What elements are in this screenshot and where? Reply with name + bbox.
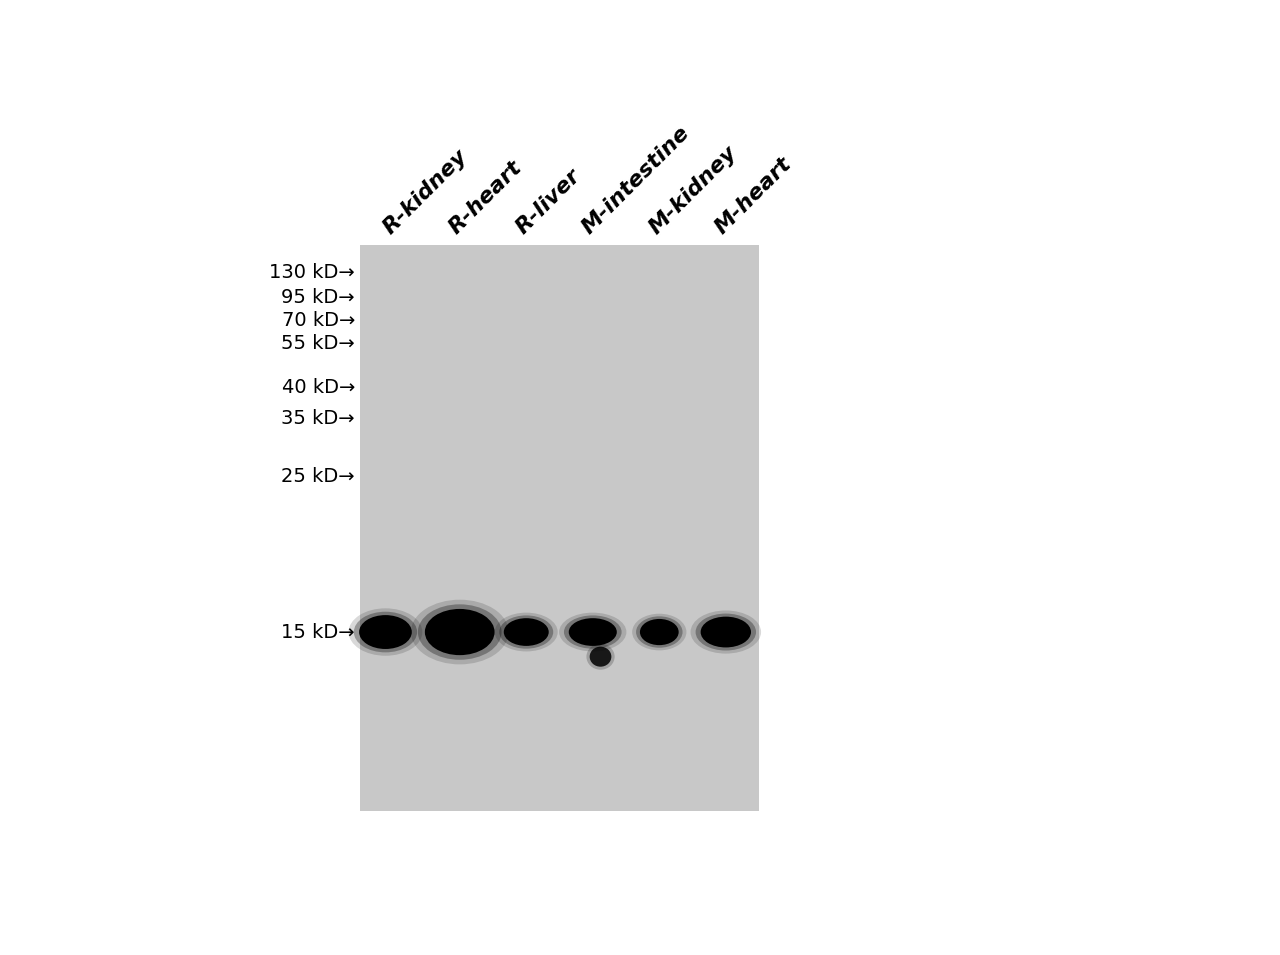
Ellipse shape — [504, 618, 549, 646]
Ellipse shape — [640, 619, 678, 646]
Ellipse shape — [348, 608, 422, 656]
Bar — [360, 245, 759, 812]
Text: R-kidney: R-kidney — [379, 146, 471, 238]
Ellipse shape — [568, 618, 617, 646]
Text: 25 kD→: 25 kD→ — [282, 467, 355, 486]
Ellipse shape — [690, 610, 762, 653]
Ellipse shape — [700, 617, 751, 647]
Text: M-kidney: M-kidney — [645, 142, 741, 238]
Ellipse shape — [636, 616, 682, 647]
Ellipse shape — [695, 613, 756, 650]
Text: 95 kD→: 95 kD→ — [282, 288, 355, 308]
Text: M-intestine: M-intestine — [579, 123, 694, 238]
Ellipse shape — [632, 614, 686, 650]
Text: R-heart: R-heart — [445, 158, 526, 238]
Text: R-liver: R-liver — [512, 166, 585, 238]
Text: 40 kD→: 40 kD→ — [282, 378, 355, 397]
Text: 70 kD→: 70 kD→ — [282, 311, 355, 330]
Ellipse shape — [586, 644, 614, 669]
Text: 15 kD→: 15 kD→ — [282, 623, 355, 642]
Ellipse shape — [495, 613, 558, 651]
Text: 55 kD→: 55 kD→ — [282, 334, 355, 352]
Text: 130 kD→: 130 kD→ — [269, 263, 355, 282]
Ellipse shape — [417, 605, 502, 660]
Ellipse shape — [353, 612, 417, 652]
Ellipse shape — [559, 613, 626, 651]
Text: 35 kD→: 35 kD→ — [282, 410, 355, 428]
Ellipse shape — [590, 647, 612, 667]
Ellipse shape — [564, 615, 622, 648]
Ellipse shape — [499, 615, 553, 648]
Ellipse shape — [360, 615, 412, 649]
Ellipse shape — [425, 609, 494, 655]
Ellipse shape — [411, 600, 508, 665]
Text: M-heart: M-heart — [712, 154, 796, 238]
